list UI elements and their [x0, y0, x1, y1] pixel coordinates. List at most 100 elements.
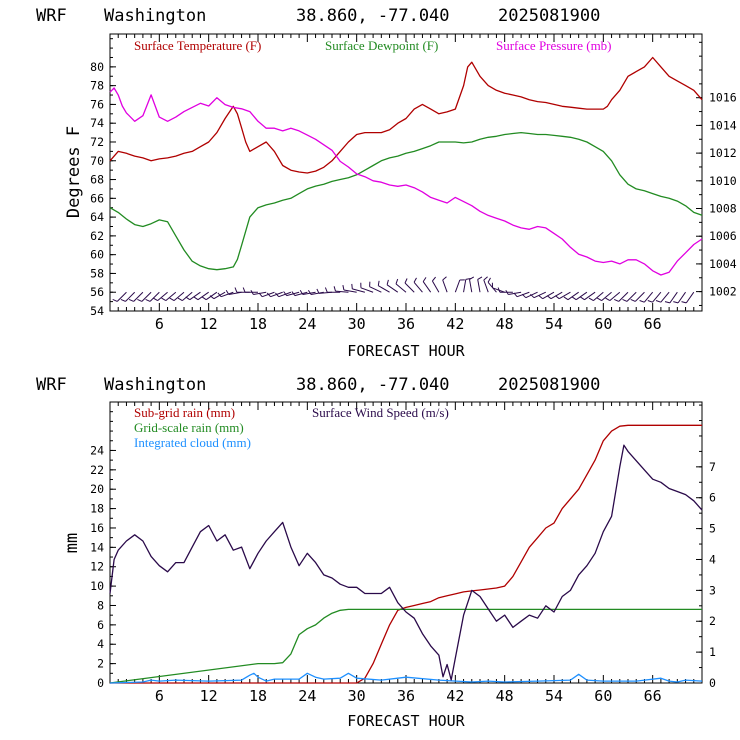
- wind-barb-feather: [250, 289, 254, 295]
- temperature-plot-frame: [109, 33, 703, 312]
- wind-barb: [116, 291, 127, 302]
- x-tick-label: 30: [348, 315, 366, 333]
- wind-barb-feather: [546, 295, 552, 300]
- wind-barb: [149, 291, 160, 302]
- wind-barb-feather: [145, 298, 151, 302]
- wind-barb: [395, 283, 407, 293]
- y-tick-label: 22: [90, 463, 104, 477]
- wind-barb-feather: [554, 295, 560, 300]
- y2-tick-label: 1012: [709, 146, 737, 160]
- y-tick-label: 74: [90, 116, 104, 130]
- wind-barb-feather: [513, 292, 518, 298]
- wind-barb: [652, 291, 662, 303]
- x-tick-label: 12: [200, 687, 218, 705]
- x-tick-label: 12: [200, 315, 218, 333]
- wind-barb-feather: [258, 292, 263, 298]
- y-tick-label: 70: [90, 154, 104, 168]
- wind-barb: [369, 286, 382, 293]
- y-tick-label: 4: [97, 637, 104, 651]
- wind-barb-feather: [225, 289, 230, 295]
- wind-barb: [125, 291, 136, 302]
- y2-tick-label: 1016: [709, 91, 737, 105]
- wind-barb: [463, 279, 467, 293]
- y-tick-label: 14: [90, 540, 104, 554]
- wind-barb-feather: [307, 289, 312, 295]
- precipitation-panel: 6 12 18 24 30 36 42 48 54 60 66 024681012141618202…: [62, 401, 716, 730]
- series-integrated-cloud-mm: [109, 672, 703, 684]
- y-tick-label: 62: [90, 229, 104, 243]
- wind-barb-feather: [505, 289, 509, 295]
- wind-barb: [404, 282, 415, 293]
- x-tick-label: 6: [155, 315, 164, 333]
- wind-barb: [643, 291, 654, 303]
- temperature-series: [109, 56, 703, 276]
- wind-barb-feather: [477, 276, 483, 280]
- wind-barb-feather: [112, 298, 118, 302]
- wind-barb-feather: [283, 291, 288, 296]
- panel2-location: Washington: [104, 375, 206, 395]
- panel1-header: WRF Washington 38.860, -77.040 202508190…: [36, 6, 600, 26]
- wind-barb-feather: [630, 298, 636, 302]
- y-tick-label: 66: [90, 191, 104, 205]
- y-tick-label: 78: [90, 79, 104, 93]
- x-tick-label: 48: [496, 687, 514, 705]
- legend-grid-scale-rain: Grid-scale rain (mm): [134, 420, 244, 435]
- y-tick-label: 12: [90, 560, 104, 574]
- wind-barb: [669, 291, 678, 304]
- wind-barb-feather: [266, 292, 271, 298]
- y-tick-label: 2: [97, 657, 104, 671]
- wind-barb-feather: [316, 288, 320, 294]
- y2-tick-label: 1: [709, 645, 716, 659]
- y2-tick-label: 1006: [709, 229, 737, 243]
- legend-surface-temperature: Surface Temperature (F): [134, 38, 261, 53]
- wind-barb-feather: [217, 292, 222, 298]
- x-tick-label: 24: [298, 315, 316, 333]
- wind-barb-feather: [588, 297, 594, 302]
- wind-barb: [677, 291, 686, 304]
- wind-barb: [584, 291, 596, 301]
- legend-surface-dewpoint: Surface Dewpoint (F): [325, 38, 438, 53]
- y-tick-label: 76: [90, 97, 104, 111]
- panel1-location: Washington: [104, 6, 206, 26]
- x-tick-label: 30: [348, 687, 366, 705]
- wind-barb-feather: [639, 300, 645, 303]
- wind-barb-feather: [673, 301, 679, 304]
- series-surface-wind-speed-m-s: [109, 444, 703, 681]
- y-tick-label: 24: [90, 443, 104, 457]
- temperature-y-axis-label: Degrees F: [64, 126, 84, 218]
- y-tick-label: 0: [97, 676, 104, 690]
- wind-barb-feather: [497, 287, 501, 293]
- wind-barb: [302, 291, 316, 295]
- y2-tick-label: 1004: [709, 257, 737, 271]
- wind-barb-feather: [185, 296, 191, 301]
- series-surface-dewpoint-f: [109, 131, 703, 271]
- wind-barb: [626, 291, 637, 302]
- temperature-x-axis: 6 12 18 24 30 36 42 48 54 60 66: [109, 34, 703, 333]
- y2-tick-label: 7: [709, 460, 716, 474]
- wind-barb-feather: [596, 297, 602, 302]
- wind-barb: [335, 290, 349, 293]
- y-tick-label: 10: [90, 579, 104, 593]
- panel2-model: WRF: [36, 375, 67, 395]
- wind-barb-feather: [242, 287, 246, 293]
- wind-barb: [360, 287, 374, 293]
- temperature-y-axis: 54 56 58 60 62 64 66 68 70 72 74 76 78 80: [90, 38, 116, 318]
- x-tick-label: 48: [496, 315, 514, 333]
- wind-barb-feather: [275, 292, 280, 298]
- wind-barb: [483, 279, 489, 293]
- y2-tick-label: 5: [709, 522, 716, 536]
- wind-barb-feather: [291, 291, 296, 296]
- panel1-coords: 38.860, -77.040: [296, 6, 450, 26]
- wind-barb-feather: [521, 293, 527, 299]
- y-tick-label: 56: [90, 285, 104, 299]
- panel1-model: WRF: [36, 6, 67, 26]
- wind-barb: [609, 291, 621, 301]
- wind-barb: [220, 291, 234, 298]
- wind-barb: [197, 291, 209, 301]
- wind-barb: [542, 291, 555, 300]
- wind-barb: [173, 291, 185, 301]
- wind-barb: [310, 291, 324, 295]
- wind-barb-feather: [333, 286, 336, 292]
